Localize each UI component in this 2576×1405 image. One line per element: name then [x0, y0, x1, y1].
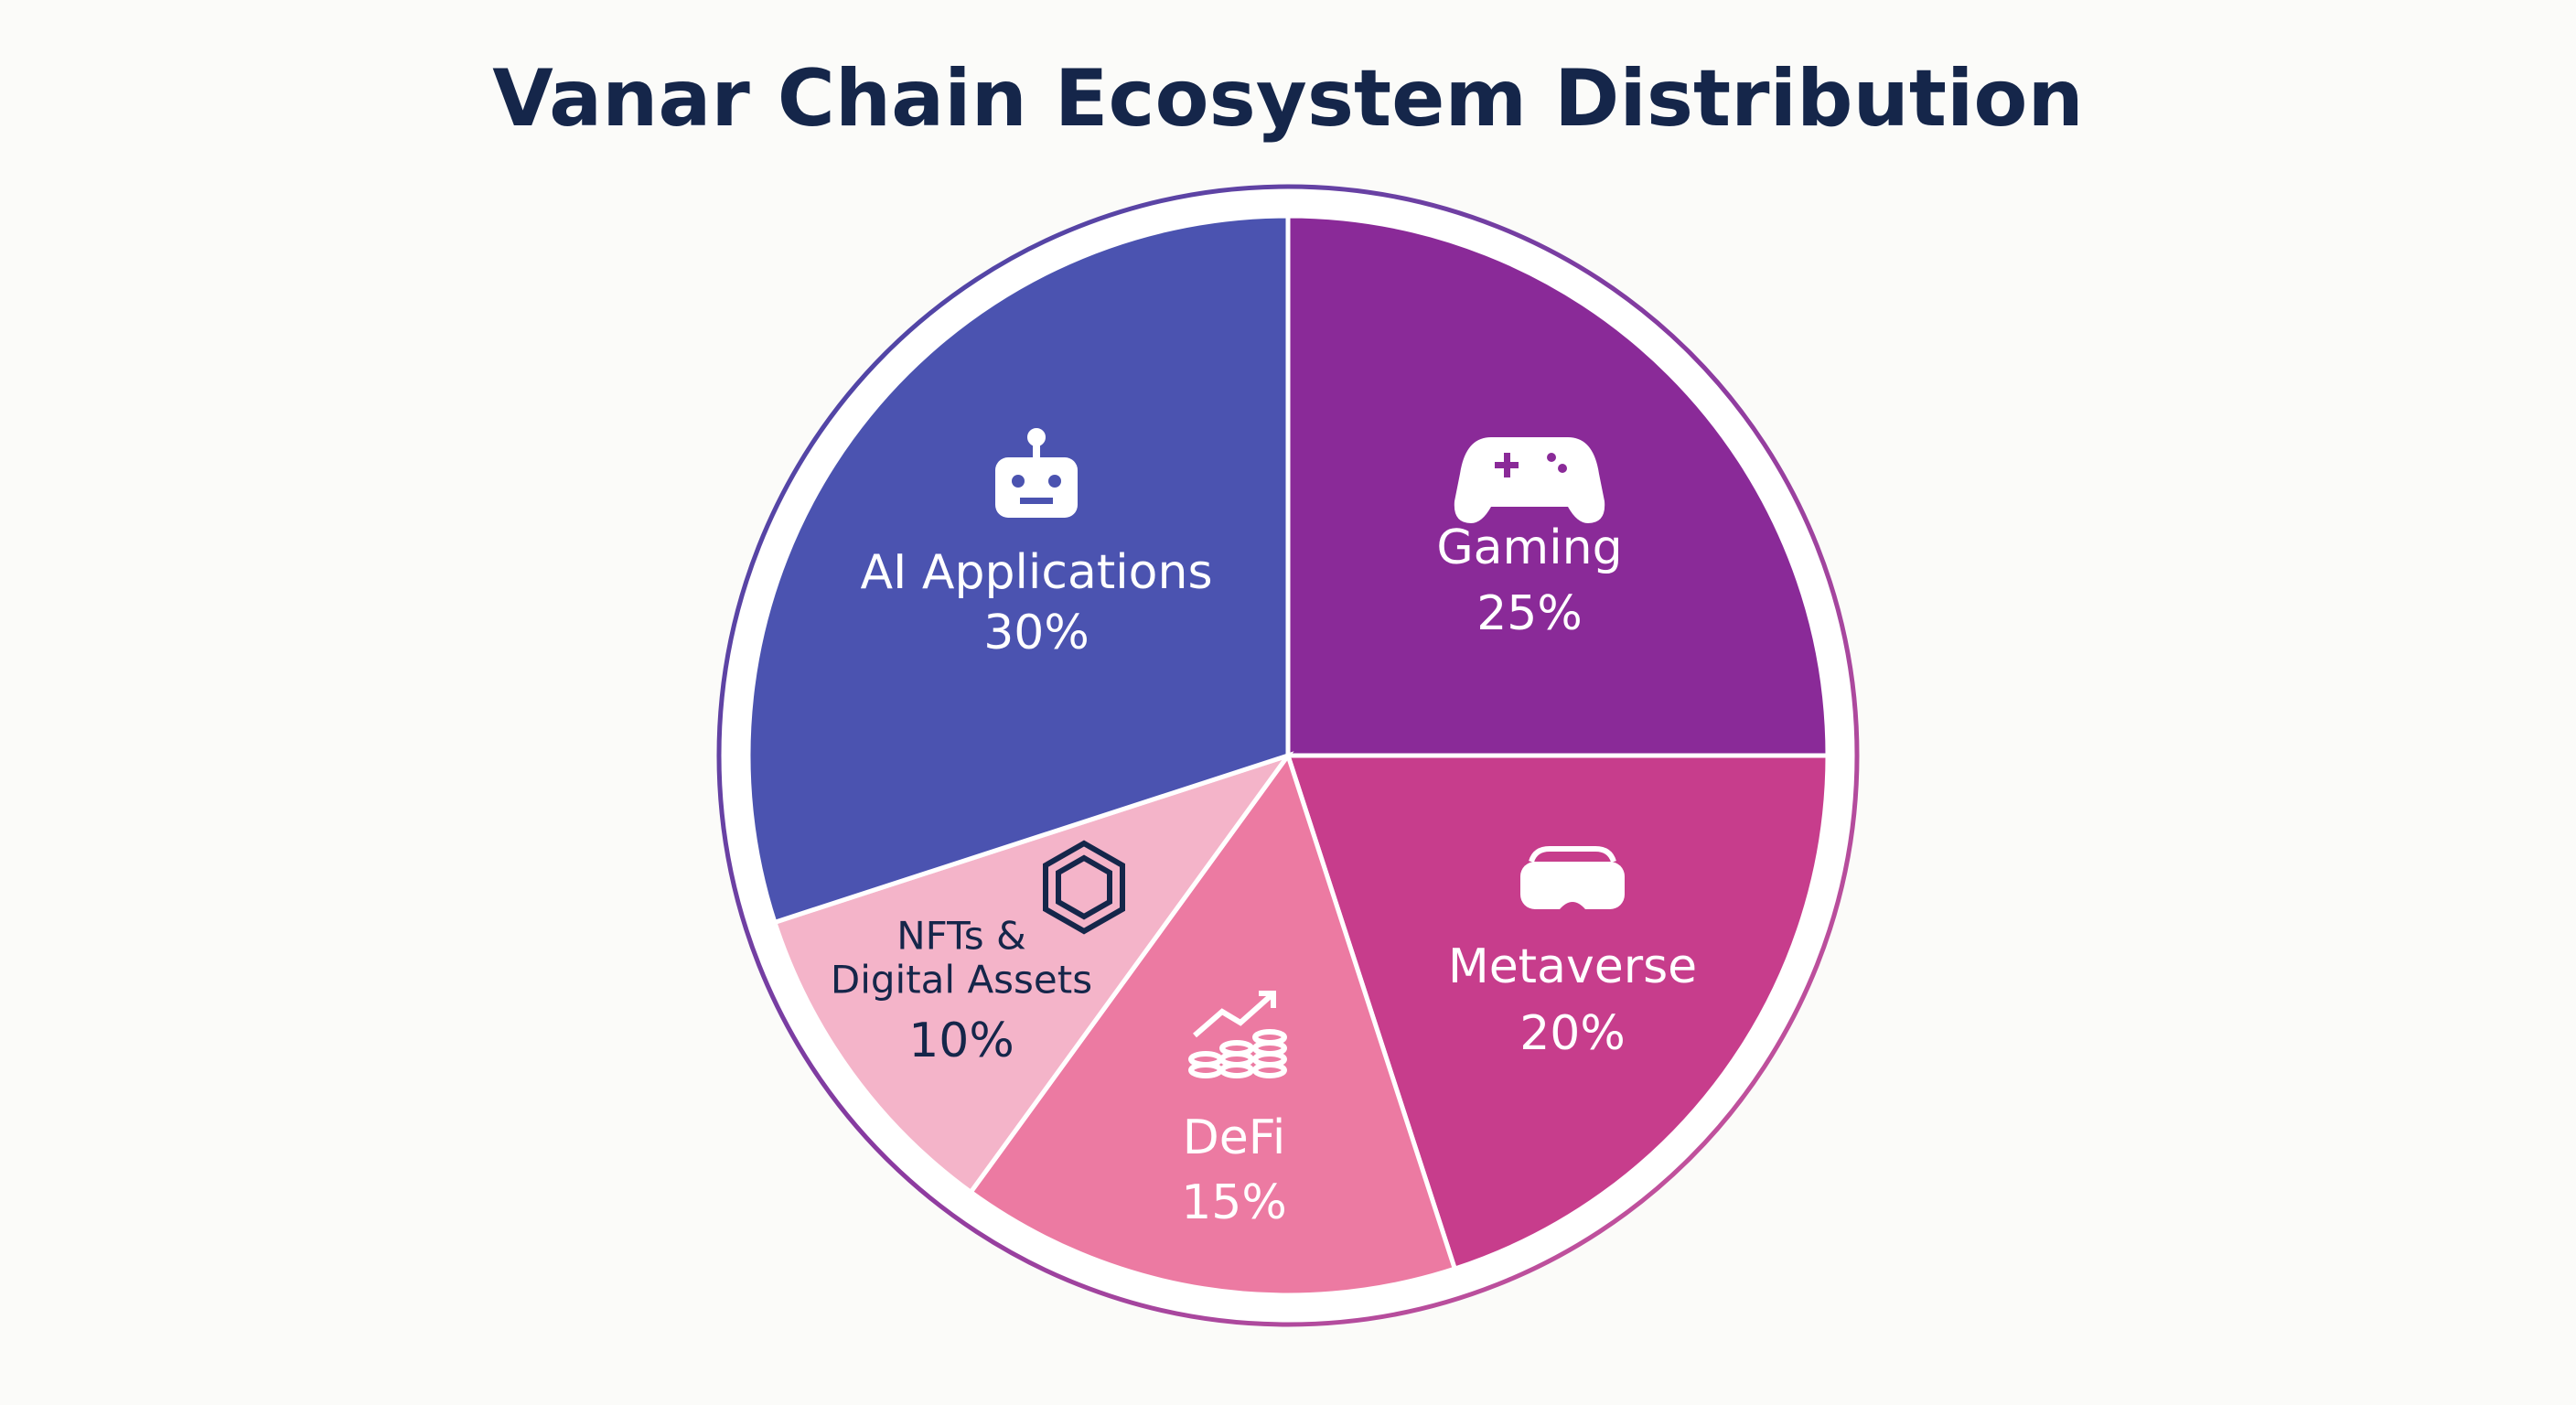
value-label: 10% — [908, 1014, 1014, 1069]
slice-label: DeFi — [1182, 1110, 1286, 1166]
value-label: 15% — [1181, 1175, 1287, 1231]
slice-label: AI Applications — [860, 545, 1213, 601]
nft-icon — [1043, 840, 1125, 935]
icons — [995, 428, 1625, 1078]
robot-icon — [995, 428, 1078, 518]
vr-icon — [1520, 846, 1625, 909]
value-label: 20% — [1519, 1006, 1626, 1062]
pie-slice — [967, 750, 1458, 1298]
slice-label: Gaming — [1436, 520, 1623, 576]
defi-icon — [1188, 991, 1287, 1078]
value-label: 30% — [983, 606, 1089, 661]
chart-title: Vanar Chain Ecosystem Distribution — [492, 53, 2084, 145]
pie-slice — [771, 751, 1294, 1196]
pie-slice — [746, 213, 1291, 926]
gamepad-icon — [1454, 437, 1605, 523]
value-label: 25% — [1476, 586, 1583, 642]
slices — [746, 213, 1830, 1298]
slice-label: Metaverse — [1447, 939, 1698, 995]
slice-label: NFTs & Digital Assets — [830, 913, 1093, 1003]
pie-slice — [1284, 753, 1830, 1272]
